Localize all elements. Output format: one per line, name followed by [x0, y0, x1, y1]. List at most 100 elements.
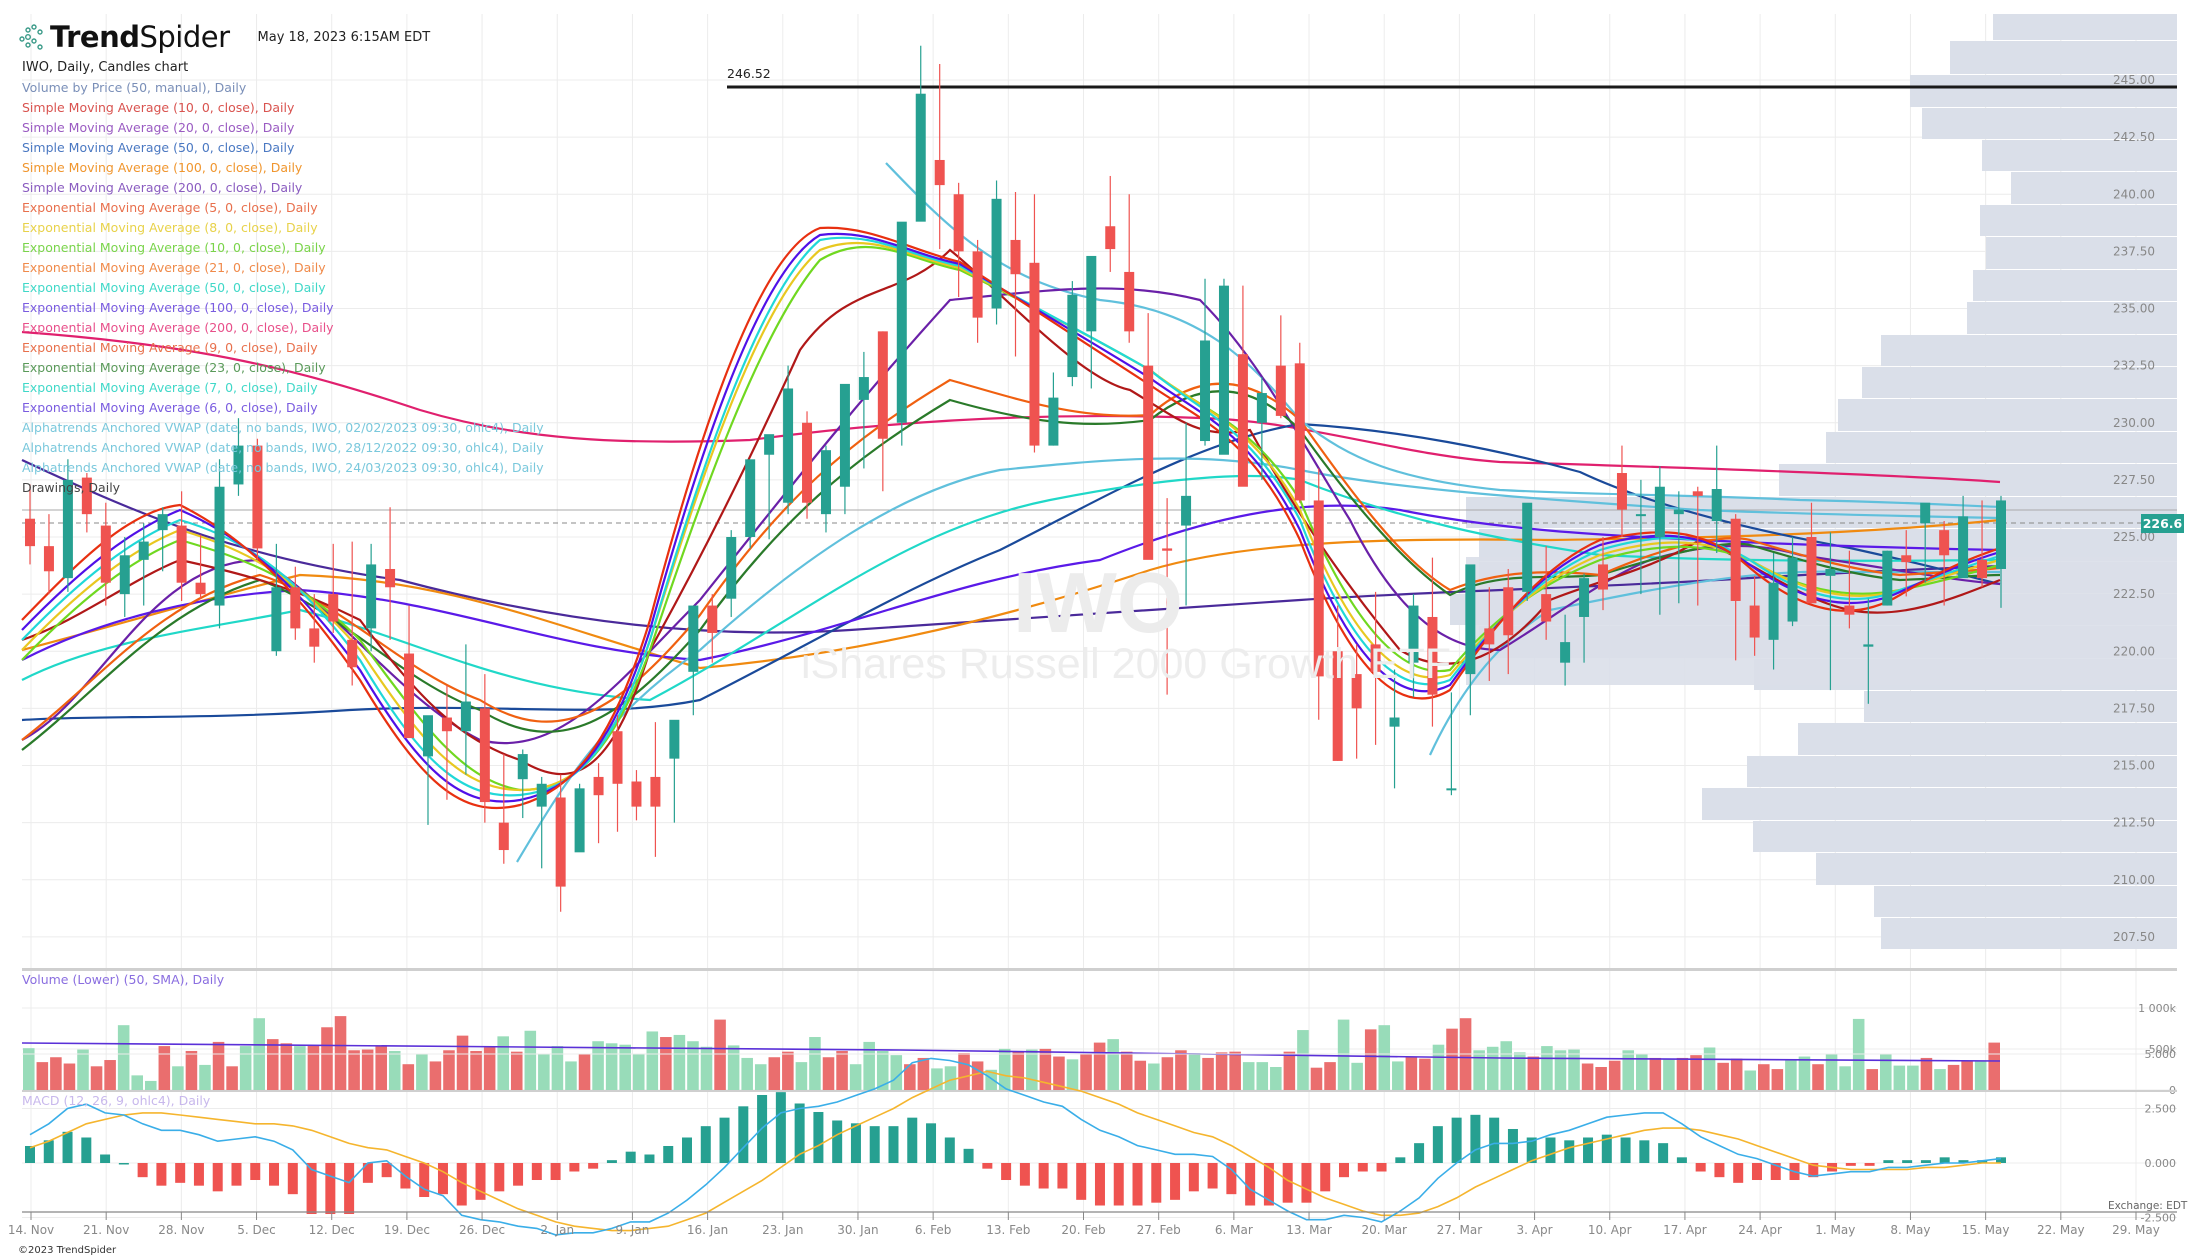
- candle-body[interactable]: [1863, 644, 1874, 647]
- volume-bar[interactable]: [836, 1050, 848, 1090]
- volume-bar[interactable]: [565, 1061, 577, 1090]
- candle-body[interactable]: [1218, 285, 1229, 455]
- volume-bar[interactable]: [768, 1057, 781, 1090]
- volume-bar[interactable]: [416, 1053, 428, 1090]
- candle-body[interactable]: [1010, 239, 1021, 275]
- legend-item[interactable]: Exponential Moving Average (9, 0, close)…: [22, 340, 318, 355]
- volume-bar[interactable]: [1798, 1056, 1811, 1090]
- volume-bar[interactable]: [1947, 1064, 1960, 1090]
- candle-body[interactable]: [1275, 365, 1286, 416]
- volume-bar[interactable]: [1934, 1069, 1946, 1090]
- candle-body[interactable]: [1598, 564, 1609, 590]
- candle-body[interactable]: [460, 701, 471, 732]
- volume-bar[interactable]: [1202, 1057, 1214, 1090]
- volume-bar[interactable]: [1161, 1057, 1174, 1090]
- volume-bar[interactable]: [1419, 1058, 1431, 1090]
- candle-body[interactable]: [839, 383, 850, 487]
- candle-body[interactable]: [896, 221, 907, 423]
- legend-item[interactable]: Exponential Moving Average (8, 0, close)…: [22, 220, 318, 235]
- candle-body[interactable]: [1730, 518, 1741, 601]
- candle-body[interactable]: [1181, 495, 1192, 526]
- volume-bar[interactable]: [1608, 1060, 1621, 1090]
- volume-bar[interactable]: [1080, 1053, 1092, 1090]
- candle-body[interactable]: [25, 518, 35, 547]
- candle-body[interactable]: [669, 719, 680, 759]
- legend-item[interactable]: Exponential Moving Average (6, 0, close)…: [22, 400, 318, 415]
- volume-bar[interactable]: [809, 1037, 821, 1090]
- volume-bar[interactable]: [1351, 1062, 1363, 1090]
- volume-bar[interactable]: [1066, 1059, 1079, 1090]
- volume-bar[interactable]: [1242, 1062, 1255, 1090]
- volume-bar[interactable]: [1093, 1042, 1106, 1090]
- volume-bar[interactable]: [1758, 1064, 1770, 1090]
- candle-body[interactable]: [404, 653, 415, 739]
- volume-bar[interactable]: [1785, 1060, 1797, 1090]
- legend-item[interactable]: Alphatrends Anchored VWAP (date, no band…: [22, 440, 544, 455]
- volume-bar[interactable]: [212, 1041, 225, 1090]
- volume-bar[interactable]: [104, 1060, 116, 1090]
- volume-bar[interactable]: [294, 1046, 306, 1090]
- volume-bar[interactable]: [388, 1050, 401, 1090]
- candle-body[interactable]: [1389, 717, 1400, 727]
- legend-item[interactable]: Drawings, Daily: [22, 480, 121, 495]
- candle-body[interactable]: [1996, 500, 2006, 569]
- candle-body[interactable]: [366, 564, 377, 629]
- volume-bar[interactable]: [876, 1050, 889, 1090]
- candle-body[interactable]: [764, 434, 775, 455]
- volume-bar[interactable]: [63, 1063, 76, 1090]
- candle-body[interactable]: [328, 594, 339, 622]
- candle-body[interactable]: [62, 479, 73, 579]
- volume-bar[interactable]: [90, 1066, 103, 1090]
- volume-bar[interactable]: [863, 1041, 875, 1090]
- candle-body[interactable]: [688, 605, 699, 672]
- candle-body[interactable]: [100, 525, 111, 583]
- volume-bar[interactable]: [795, 1062, 808, 1090]
- candle-body[interactable]: [858, 377, 869, 400]
- candle-body[interactable]: [1408, 605, 1419, 663]
- volume-bar[interactable]: [849, 1064, 862, 1090]
- volume-bar[interactable]: [50, 1057, 62, 1090]
- legend-item[interactable]: Simple Moving Average (100, 0, close), D…: [22, 160, 303, 175]
- candle-body[interactable]: [991, 198, 1002, 309]
- volume-bar[interactable]: [1974, 1060, 1987, 1090]
- legend-item[interactable]: Simple Moving Average (20, 0, close), Da…: [22, 120, 295, 135]
- volume-bar[interactable]: [77, 1049, 89, 1090]
- volume-bar[interactable]: [172, 1066, 184, 1090]
- volume-bar[interactable]: [1812, 1064, 1824, 1090]
- volume-bar[interactable]: [741, 1057, 753, 1090]
- candle-body[interactable]: [726, 537, 737, 599]
- candle-body[interactable]: [1882, 550, 1893, 606]
- volume-bar[interactable]: [361, 1049, 374, 1090]
- candle-body[interactable]: [1313, 500, 1324, 677]
- volume-bar[interactable]: [890, 1055, 903, 1090]
- volume-bar[interactable]: [904, 1064, 916, 1090]
- volume-bar[interactable]: [1134, 1060, 1147, 1090]
- volume-bar[interactable]: [578, 1054, 591, 1090]
- volume-bar[interactable]: [1636, 1054, 1648, 1090]
- volume-bar[interactable]: [307, 1045, 320, 1090]
- candle-body[interactable]: [195, 582, 206, 595]
- volume-bar[interactable]: [1026, 1049, 1038, 1090]
- legend-item[interactable]: Exponential Moving Average (200, 0, clos…: [22, 320, 334, 335]
- candle-body[interactable]: [1143, 365, 1154, 560]
- volume-bar[interactable]: [1283, 1051, 1296, 1090]
- volume-bar[interactable]: [497, 1036, 509, 1090]
- legend-item[interactable]: Volume by Price (50, manual), Daily: [22, 80, 247, 95]
- candle-body[interactable]: [593, 776, 604, 796]
- candle-body[interactable]: [1939, 530, 1950, 556]
- candle-body[interactable]: [1237, 354, 1248, 487]
- legend-item[interactable]: Simple Moving Average (10, 0, close), Da…: [22, 100, 295, 115]
- volume-bar[interactable]: [1649, 1057, 1662, 1090]
- volume-bar[interactable]: [998, 1048, 1011, 1090]
- candle-body[interactable]: [1825, 568, 1836, 576]
- volume-bar[interactable]: [1012, 1050, 1025, 1090]
- candle-body[interactable]: [1484, 628, 1495, 645]
- candle-body[interactable]: [1711, 489, 1722, 522]
- volume-bar[interactable]: [1432, 1044, 1445, 1090]
- candle-body[interactable]: [1806, 537, 1817, 604]
- legend-item[interactable]: Exponential Moving Average (50, 0, close…: [22, 280, 326, 295]
- volume-bar[interactable]: [1256, 1062, 1269, 1090]
- legend-item[interactable]: Exponential Moving Average (23, 0, close…: [22, 360, 326, 375]
- volume-bar[interactable]: [592, 1041, 604, 1090]
- candle-body[interactable]: [1768, 582, 1779, 640]
